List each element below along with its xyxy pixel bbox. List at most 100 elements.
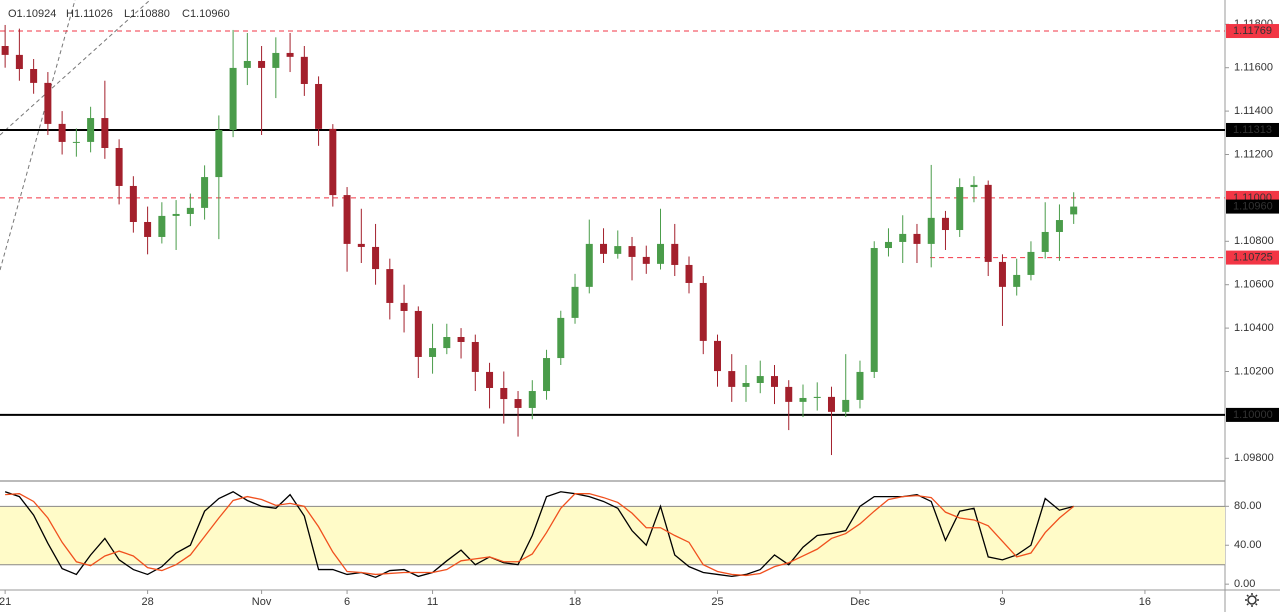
candle-body [115,147,123,186]
candle-body [129,185,137,222]
candle-body [799,397,807,402]
candle-body [429,348,437,357]
candle-body [657,243,665,264]
candle-body [770,376,778,387]
candle-body [243,60,251,68]
candle-body [514,399,522,408]
candle-body [543,358,551,392]
candle-body [842,399,850,412]
candle-body [30,69,38,83]
price-level-tag [1226,122,1279,137]
candle-body [286,52,294,57]
candle-body [15,54,23,70]
x-tick-label: 18 [569,596,581,608]
candle-body [685,264,693,283]
settings-icon[interactable] [1245,593,1259,607]
candle-body [201,177,209,208]
candle-body [756,376,764,384]
ohlc-legend: L1.10880 [124,8,170,20]
candle-body [1013,274,1021,287]
candle-body [258,60,266,68]
last-price-label: 1.10960 [1233,200,1273,212]
stoch-band [0,506,1225,565]
candle-body [172,213,180,216]
candle-body [272,52,280,68]
candle-body [400,302,408,311]
price-level-label: 1.11313 [1233,124,1272,136]
candle-body [614,246,622,254]
candle-body [357,243,365,247]
candle-body [628,246,636,257]
candle-body [443,336,451,349]
y-tick-label: 80.00 [1234,500,1262,512]
price-level-tag [1226,24,1279,39]
trend-line [0,0,76,271]
candle-body [998,261,1006,287]
candle-body [457,336,465,342]
candle-body [642,256,650,264]
candle-body [372,246,380,270]
candle-body [813,396,821,398]
candle-body [486,371,494,388]
candle-body [414,310,422,357]
candle-body [585,243,593,287]
last-price-tag [1226,199,1279,214]
candle-body [471,341,479,372]
candle-body [329,128,337,196]
ohlc-legend: C1.10960 [182,8,230,20]
price-level-label: 1.10000 [1233,409,1273,421]
candle-body [913,233,921,244]
candle-body [870,248,878,372]
stoch-line [5,493,1075,577]
candle-body [827,396,835,412]
candle-body [158,215,166,237]
candle-body [941,217,949,231]
candle-body [671,243,679,265]
y-tick-label: 1.11200 [1234,148,1273,160]
y-tick-label: 1.10600 [1234,279,1274,291]
y-tick-label: 1.10400 [1234,322,1274,334]
y-tick-label: 1.11400 [1234,105,1273,117]
candle-body [528,391,536,408]
trend-line [0,0,151,136]
candle-body [186,207,194,214]
candle-body [884,241,892,249]
x-tick-label: 9 [999,596,1005,608]
candle-body [600,243,608,254]
candle-body [571,286,579,318]
y-tick-label: 1.10800 [1234,235,1274,247]
candle-body [984,184,992,262]
candle-body [699,282,707,341]
candle-body [215,129,223,178]
candle-body [58,123,66,142]
candle-body [229,67,237,130]
candle-body [72,141,80,143]
y-tick-label: 1.11600 [1234,62,1273,74]
candle-body [101,118,109,148]
candle-body [899,233,907,242]
ohlc-legend: O1.10924 [8,8,56,20]
price-level-tag [1226,407,1279,422]
candle-body [927,217,935,244]
candle-body [1055,220,1063,232]
candle-body [785,386,793,402]
price-level-label: 1.11769 [1233,25,1272,37]
y-tick-label: 1.09800 [1234,452,1274,464]
y-tick-label: 1.10200 [1234,365,1274,377]
candle-body [1041,231,1049,252]
candle-body [44,82,52,124]
candle-body [956,187,964,231]
price-level-tag [1226,250,1279,265]
candle-body [1070,206,1078,215]
ohlc-legend: H1.11026 [66,8,113,20]
price-level-label: 1.10725 [1233,251,1273,263]
candle-body [1027,251,1035,275]
candle-body [970,184,978,188]
x-tick-label: 25 [711,596,723,608]
x-tick-label: 28 [141,596,153,608]
candle-body [742,383,750,387]
y-tick-label: 40.00 [1234,539,1262,551]
x-tick-label: Nov [252,596,272,608]
x-tick-label: 16 [1139,596,1151,608]
